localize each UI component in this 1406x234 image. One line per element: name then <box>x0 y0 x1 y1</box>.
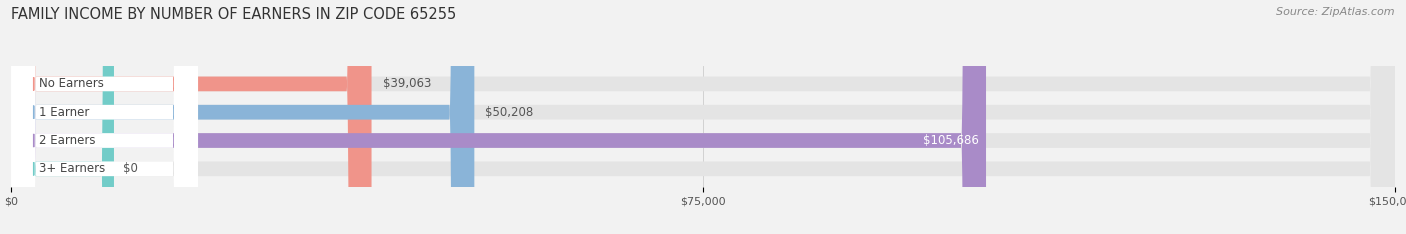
Text: $0: $0 <box>124 162 138 175</box>
FancyBboxPatch shape <box>11 0 198 234</box>
FancyBboxPatch shape <box>11 0 986 234</box>
FancyBboxPatch shape <box>11 0 1395 234</box>
Text: 1 Earner: 1 Earner <box>39 106 90 119</box>
FancyBboxPatch shape <box>11 0 1395 234</box>
FancyBboxPatch shape <box>11 0 474 234</box>
FancyBboxPatch shape <box>11 0 198 234</box>
FancyBboxPatch shape <box>11 0 198 234</box>
Text: No Earners: No Earners <box>39 77 104 90</box>
FancyBboxPatch shape <box>11 0 114 234</box>
Text: 3+ Earners: 3+ Earners <box>39 162 105 175</box>
Text: 2 Earners: 2 Earners <box>39 134 96 147</box>
Text: Source: ZipAtlas.com: Source: ZipAtlas.com <box>1277 7 1395 17</box>
FancyBboxPatch shape <box>11 0 198 234</box>
FancyBboxPatch shape <box>11 0 371 234</box>
FancyBboxPatch shape <box>11 0 1395 234</box>
Text: $105,686: $105,686 <box>924 134 979 147</box>
Text: $39,063: $39,063 <box>382 77 432 90</box>
FancyBboxPatch shape <box>11 0 1395 234</box>
Text: $50,208: $50,208 <box>485 106 534 119</box>
Text: FAMILY INCOME BY NUMBER OF EARNERS IN ZIP CODE 65255: FAMILY INCOME BY NUMBER OF EARNERS IN ZI… <box>11 7 457 22</box>
